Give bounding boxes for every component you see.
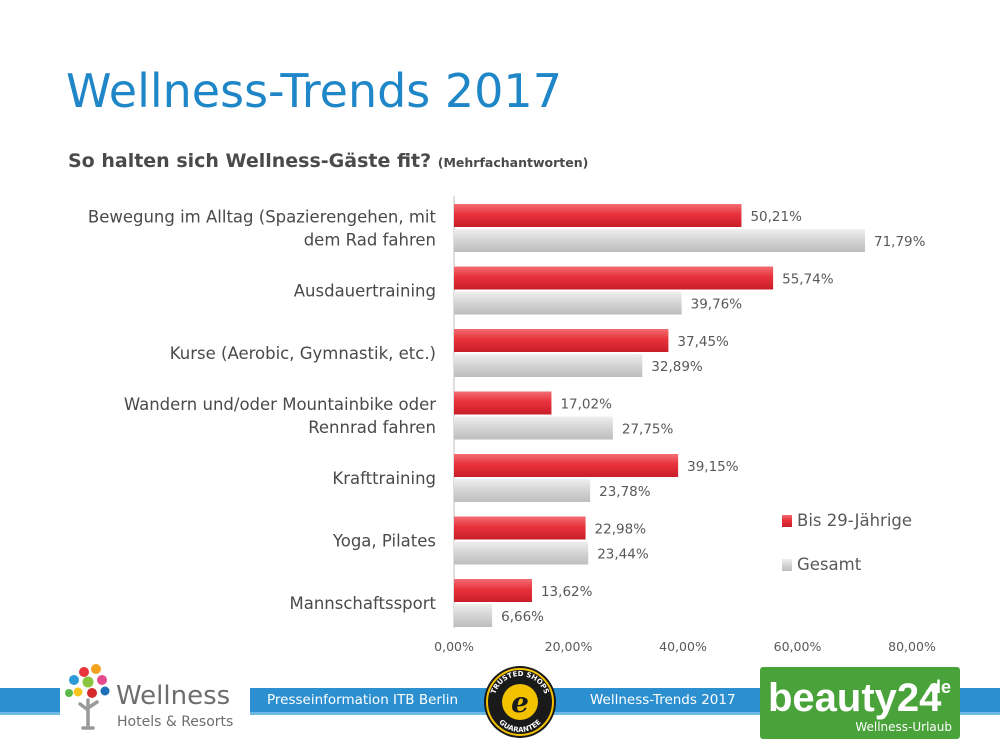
bar-under-29 [454, 266, 774, 290]
category-label: Wandern und/oder Mountainbike oder [124, 395, 436, 414]
data-label: 32,89% [651, 359, 703, 375]
data-label: 23,78% [599, 484, 651, 500]
x-tick-label: 60,00% [774, 639, 822, 654]
legend-swatch [782, 515, 792, 527]
data-label: 37,45% [677, 334, 729, 350]
data-label: 50,21% [750, 209, 802, 225]
data-label: 13,62% [541, 584, 593, 600]
data-label: 6,66% [501, 609, 544, 625]
logo-right-tld: .de [925, 677, 951, 697]
subtitle-question: So halten sich Wellness-Gäste fit? [68, 150, 432, 172]
category-label: Kurse (Aerobic, Gymnastik, etc.) [170, 344, 436, 363]
wellness-hotels-logo: Wellness Hotels & Resorts [60, 660, 250, 740]
bar-gesamt [454, 604, 493, 627]
bar-gesamt [454, 291, 682, 315]
data-label: 39,15% [687, 459, 739, 475]
bar-gesamt [454, 416, 613, 440]
category-label: Ausdauertraining [294, 282, 436, 301]
logo-right-name: beauty24 [768, 676, 942, 720]
category-label: Krafttraining [332, 469, 436, 488]
data-label: 55,74% [782, 272, 834, 288]
x-tick-label: 0,00% [434, 639, 474, 654]
bar-under-29 [454, 454, 679, 477]
logo-left-name: Wellness [116, 681, 230, 711]
data-label: 39,76% [691, 297, 743, 313]
category-label: Bewegung im Alltag (Spazierengehen, mit [88, 208, 437, 227]
bar-gesamt [454, 479, 591, 502]
legend-swatch [782, 559, 792, 571]
trusted-shops-seal: e TRUSTED SHOPS GUARANTEE [484, 666, 556, 738]
bar-gesamt [454, 541, 589, 565]
bar-gesamt [454, 229, 865, 252]
logo-left-sub: Hotels & Resorts [117, 714, 233, 730]
footer-press-text: Presseinformation ITB Berlin [267, 692, 458, 708]
data-label: 22,98% [595, 522, 647, 538]
category-label: dem Rad fahren [304, 231, 436, 250]
page-title: Wellness-Trends 2017 [66, 64, 562, 118]
data-label: 71,79% [874, 234, 926, 250]
bar-under-29 [454, 516, 586, 540]
logo-right-sub: Wellness-Urlaub [855, 720, 952, 734]
data-label: 17,02% [560, 397, 612, 413]
x-tick-label: 40,00% [659, 639, 707, 654]
x-tick-label: 20,00% [545, 639, 593, 654]
category-label: Yoga, Pilates [332, 532, 436, 551]
category-label: Mannschaftssport [289, 594, 436, 613]
subtitle-note: (Mehrfachantworten) [437, 155, 589, 170]
tree-icon [65, 664, 110, 730]
bar-chart: 0,00% 20,00% 40,00% 60,00% 80,00% Bewegung im… [88, 196, 936, 654]
bar-gesamt [454, 354, 643, 377]
bar-under-29 [454, 579, 532, 602]
legend-label: Gesamt [797, 555, 862, 574]
footer-trend-text: Wellness-Trends 2017 [590, 692, 736, 708]
data-label: 23,44% [597, 547, 649, 563]
legend-label: Bis 29-Jährige [797, 511, 912, 530]
category-label: Rennrad fahren [308, 418, 436, 437]
x-tick-label: 80,00% [888, 639, 936, 654]
chart-plot-area: 0,00% 20,00% 40,00% 60,00% 80,00% Bewegung im… [88, 196, 936, 654]
bar-under-29 [454, 391, 552, 415]
seal-e-icon: e [511, 686, 529, 719]
chart-subtitle: So halten sich Wellness-Gäste fit? (Mehr… [68, 150, 588, 172]
bar-under-29 [454, 329, 669, 352]
data-label: 27,75% [622, 422, 674, 438]
beauty24-logo: beauty24 .de Wellness-Urlaub [760, 667, 960, 739]
bar-under-29 [454, 204, 742, 227]
